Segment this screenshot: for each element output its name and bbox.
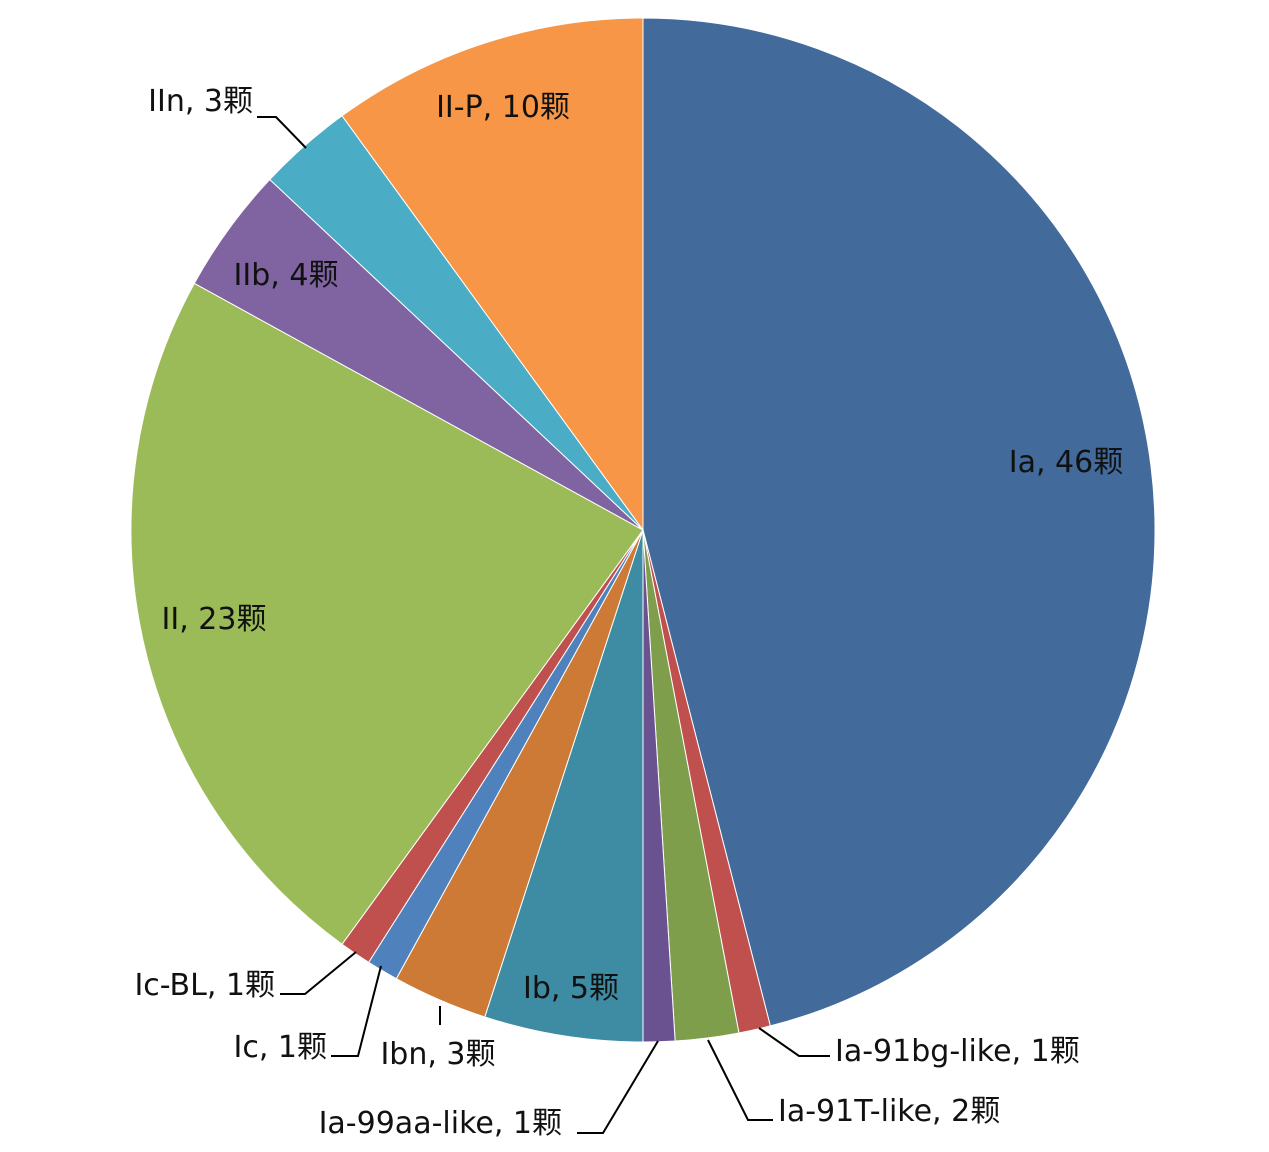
leader-line-ia-91t-like [707,1039,773,1121]
pie-slice-ia [642,17,1156,1027]
pie-slice-ib [484,529,644,1043]
leader-line-ia-91bg-like [758,1027,830,1057]
data-label-ibn: Ibn, 3颗 [380,1037,495,1072]
pie-slice-ii-p [341,17,644,532]
leader-line-ia-99aa-like [577,1040,659,1134]
leader-line-ic [331,965,382,1057]
data-label-ii: II, 23颗 [162,602,267,637]
data-label-ic: Ic, 1颗 [233,1030,327,1065]
data-label-ib: Ib, 5颗 [523,971,619,1006]
data-label-iib: IIb, 4颗 [234,258,339,293]
data-label-ia-91t-like: Ia-91T-like, 2颗 [778,1094,1000,1129]
data-label-ia-91bg-like: Ia-91bg-like, 1颗 [835,1034,1080,1069]
leader-line-iin [257,116,307,149]
data-label-iin: IIn, 3颗 [148,84,253,119]
data-label-ia: Ia, 46颗 [1009,445,1123,480]
data-label-ic-bl: Ic-BL, 1颗 [134,968,275,1003]
pie-slice-ii [130,282,644,945]
leader-line-ic-bl [280,951,357,995]
data-label-ia-99aa-like: Ia-99aa-like, 1颗 [319,1106,562,1141]
data-label-ii-p: II-P, 10颗 [436,90,570,125]
